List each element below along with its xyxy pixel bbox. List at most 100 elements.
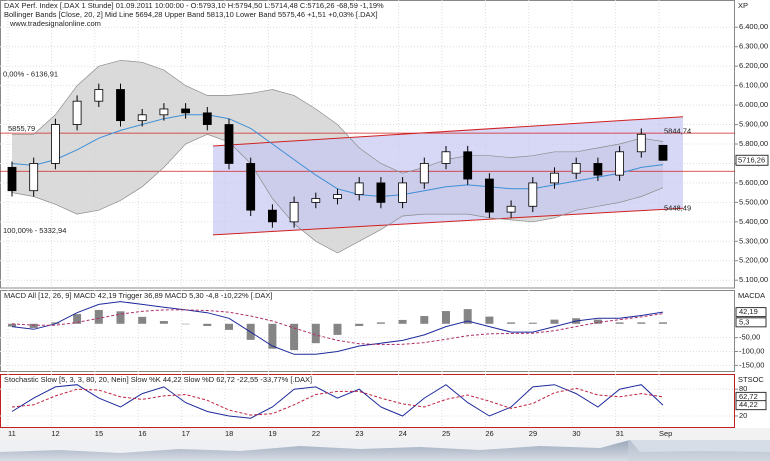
histogram-bar — [355, 323, 364, 327]
axis-tag: XP — [738, 1, 748, 10]
histogram-bar — [225, 323, 233, 330]
histogram-bar — [268, 323, 277, 349]
y-tick-label: -150,00 — [739, 360, 764, 369]
x-tick-label: 26 — [485, 429, 493, 438]
histogram-bar — [51, 322, 60, 324]
candle-body — [267, 209, 277, 223]
indicator-legend: Bollinger Bands [Close, 20, 2] Mid Line … — [4, 10, 378, 19]
candle-body — [528, 182, 538, 207]
y-tick-label: -100,00 — [739, 346, 764, 355]
price-tag-box — [735, 154, 769, 166]
y-tick-label: 6.000,00 — [739, 100, 768, 109]
navigator-volume — [0, 440, 770, 461]
candle-body — [398, 182, 408, 203]
histogram-bar — [593, 319, 602, 324]
x-tick-label: 30 — [572, 429, 580, 438]
histogram-bar — [29, 323, 38, 328]
annotation: 100,00% - 5332,94 — [3, 226, 66, 235]
value-tag-box — [735, 400, 767, 411]
candle-body — [202, 112, 212, 125]
panel-title: DAX Perf. Index [.DAX 1 Stunde] 01.09.20… — [4, 1, 384, 10]
histogram-bar — [398, 319, 407, 324]
candle-body — [7, 166, 17, 192]
histogram-bar — [376, 322, 385, 324]
candle-body — [311, 198, 321, 203]
indicator-line — [11, 384, 664, 419]
histogram-bar — [116, 311, 125, 324]
candle-body — [506, 205, 516, 213]
candle-body — [51, 124, 60, 164]
annotation: 0,00% - 6136,91 — [3, 69, 58, 78]
histogram-bar — [637, 322, 646, 324]
panel-plot — [0, 59, 735, 254]
x-tick-label: 25 — [442, 429, 450, 438]
candle-body — [181, 108, 191, 114]
y-tick-label: 5.100,00 — [739, 275, 768, 284]
x-tick-label: 11 — [8, 429, 16, 438]
histogram-bar — [528, 322, 537, 324]
histogram-bar — [203, 323, 212, 327]
x-tick-label: 19 — [268, 429, 276, 438]
x-tick-label: 22 — [312, 429, 320, 438]
indicator-line — [11, 387, 664, 416]
panel-title: MACD All [12, 26, 9] MACD 42,19 Trigger … — [4, 291, 272, 300]
annotation: 5844,74 — [664, 126, 691, 135]
value-tag: 62,72 — [739, 392, 758, 401]
histogram-bar — [333, 323, 342, 335]
histogram-bar — [550, 319, 559, 324]
candle-body — [29, 163, 39, 192]
channel-area — [213, 116, 683, 235]
histogram-bar — [659, 322, 667, 324]
y-tick-label: 6.300,00 — [739, 42, 768, 51]
x-tick-label: 29 — [529, 429, 537, 438]
indicator-line — [11, 309, 664, 346]
candle-body — [246, 163, 256, 211]
panel-plot — [8, 301, 667, 355]
band-line — [12, 59, 664, 174]
source: www.tradesignalonline.com — [9, 19, 101, 28]
plot-layer: 5.100,00 5.200,00 5.300,00 5.400,00 5.500,00… — [0, 0, 769, 438]
axis-tag: STSOC — [738, 375, 764, 384]
y-tick-label: -50,00 — [739, 333, 760, 342]
band-line — [11, 133, 664, 254]
x-tick-label: Sep — [659, 429, 672, 438]
candle-body — [159, 108, 169, 116]
x-tick-label: 12 — [51, 429, 59, 438]
value-tag: 5,3 — [739, 317, 749, 326]
histogram-bar — [138, 316, 147, 324]
histogram-bar — [159, 321, 168, 324]
candle-body — [224, 124, 234, 164]
x-tick-label: 31 — [616, 429, 624, 438]
panel-plot — [11, 384, 664, 419]
value-tag-box — [735, 317, 767, 328]
candle-body — [376, 182, 386, 203]
y-tick-label: 6.200,00 — [739, 61, 768, 70]
x-tick-label: 23 — [355, 429, 363, 438]
candle-body — [484, 178, 494, 213]
candle-body — [550, 172, 559, 184]
candle-body — [463, 151, 473, 180]
y-tick-label: 5.900,00 — [739, 120, 768, 129]
y-tick-label: 5.400,00 — [739, 217, 768, 226]
candle-body — [441, 151, 451, 164]
x-axis-band — [0, 428, 770, 440]
annotation: 5855,79 — [8, 124, 35, 133]
y-tick-label: 20 — [739, 411, 747, 420]
candle-body — [289, 201, 299, 223]
channel-lower — [212, 207, 684, 236]
histogram-bar — [615, 322, 624, 324]
navigator-window[interactable] — [628, 440, 770, 461]
indicator-line — [11, 301, 664, 355]
y-tick-label: 80 — [739, 384, 747, 393]
candle-body — [615, 151, 624, 176]
candle-body — [636, 133, 646, 153]
x-tick-label: 15 — [95, 429, 103, 438]
histogram-bar — [8, 323, 16, 327]
candle-body — [94, 89, 104, 102]
y-tick-label: 6.400,00 — [739, 22, 768, 31]
candle-body — [658, 144, 668, 161]
candle-body — [593, 163, 603, 176]
histogram-bar — [181, 323, 190, 325]
histogram-bar — [442, 311, 450, 324]
y-tick-label: 5.800,00 — [739, 139, 768, 148]
